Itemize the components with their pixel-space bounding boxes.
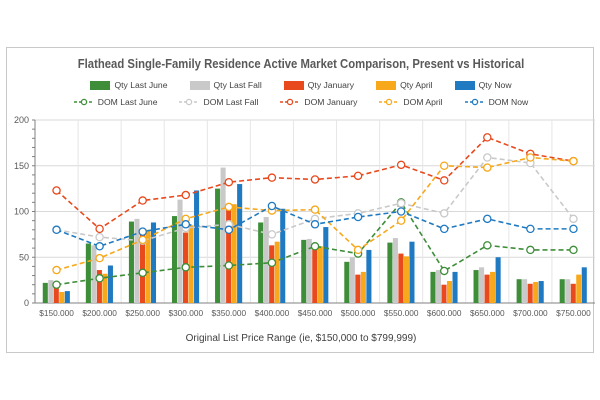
svg-text:$150.000: $150.000 xyxy=(39,308,74,318)
svg-text:$500.000: $500.000 xyxy=(341,308,376,318)
svg-text:$750.000: $750.000 xyxy=(556,308,591,318)
svg-text:$550.000: $550.000 xyxy=(384,308,419,318)
svg-text:$350.000: $350.000 xyxy=(212,308,247,318)
svg-text:50: 50 xyxy=(19,252,29,262)
svg-text:$300.000: $300.000 xyxy=(168,308,203,318)
svg-text:$200.000: $200.000 xyxy=(82,308,117,318)
svg-text:100: 100 xyxy=(14,207,29,217)
svg-text:$400.000: $400.000 xyxy=(255,308,290,318)
svg-text:$450.000: $450.000 xyxy=(298,308,333,318)
svg-text:150: 150 xyxy=(14,161,29,171)
svg-text:200: 200 xyxy=(14,115,29,125)
svg-text:0: 0 xyxy=(24,298,29,308)
svg-text:$600.000: $600.000 xyxy=(427,308,462,318)
svg-text:$700.000: $700.000 xyxy=(513,308,548,318)
svg-text:$250.000: $250.000 xyxy=(125,308,160,318)
svg-text:$650.000: $650.000 xyxy=(470,308,505,318)
